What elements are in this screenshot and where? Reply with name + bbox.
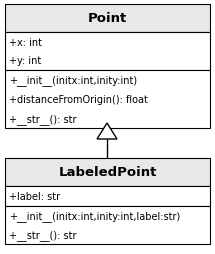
- Text: +distanceFromOrigin(): float: +distanceFromOrigin(): float: [9, 95, 148, 105]
- Text: +__init__(initx:int,inity:int,label:str): +__init__(initx:int,inity:int,label:str): [9, 210, 180, 221]
- Text: +y: int: +y: int: [9, 56, 41, 66]
- Text: +x: int: +x: int: [9, 37, 42, 47]
- Text: +__str__(): str: +__str__(): str: [9, 114, 77, 124]
- Bar: [5, 5, 210, 33]
- Text: Point: Point: [88, 12, 127, 25]
- Bar: [5, 33, 210, 71]
- Text: +label: str: +label: str: [9, 191, 60, 201]
- Text: LabeledPoint: LabeledPoint: [58, 166, 157, 179]
- Bar: [5, 186, 210, 206]
- Polygon shape: [97, 123, 117, 139]
- Text: +__init__(initx:int,inity:int): +__init__(initx:int,inity:int): [9, 75, 137, 86]
- Bar: [5, 71, 210, 129]
- Text: +__str__(): str: +__str__(): str: [9, 229, 77, 240]
- Bar: [5, 158, 210, 186]
- Bar: [5, 206, 210, 244]
